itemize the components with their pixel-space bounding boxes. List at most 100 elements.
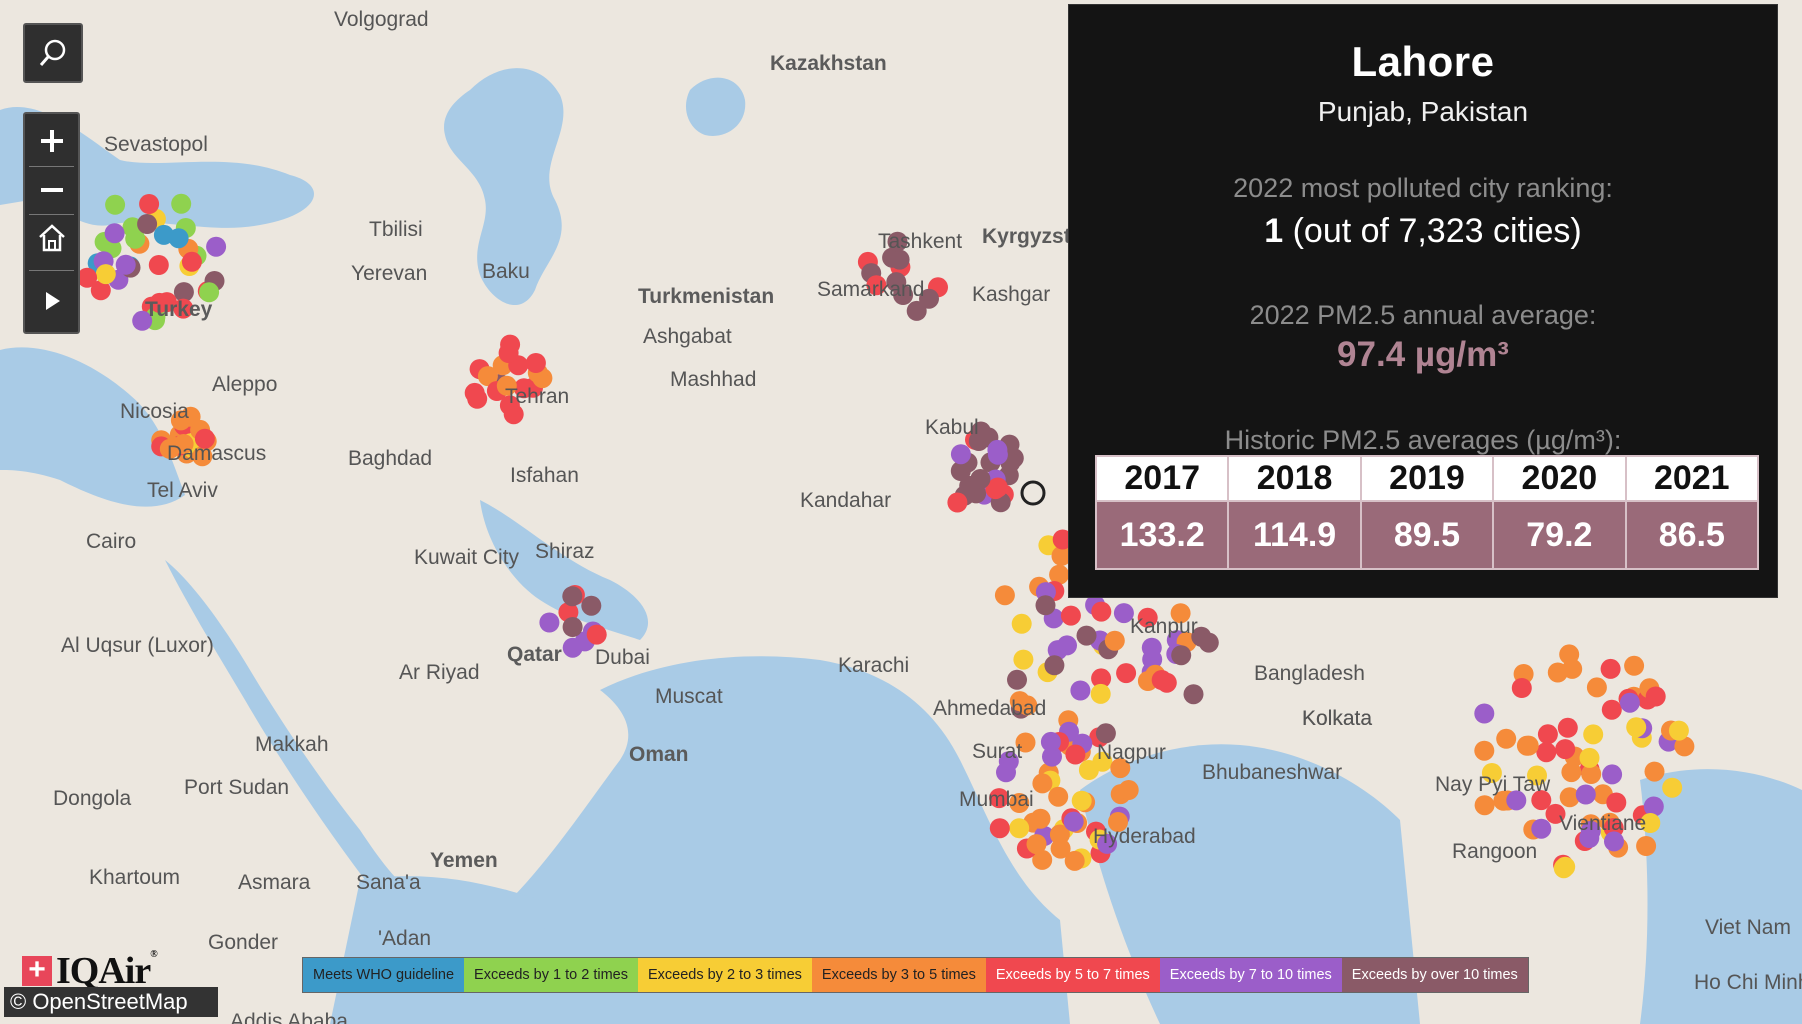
station-dot[interactable] bbox=[1113, 603, 1134, 624]
station-dot[interactable] bbox=[1527, 765, 1547, 786]
station-dot[interactable] bbox=[1545, 803, 1566, 824]
station-dot[interactable] bbox=[1575, 784, 1596, 805]
station-dot[interactable] bbox=[1537, 724, 1558, 745]
station-dot[interactable] bbox=[139, 194, 160, 214]
station-dot[interactable] bbox=[562, 617, 583, 637]
search-button[interactable] bbox=[23, 23, 83, 83]
map-attribution[interactable]: © OpenStreetMap bbox=[4, 987, 218, 1017]
station-dot[interactable] bbox=[149, 292, 170, 313]
station-dot[interactable] bbox=[206, 236, 227, 257]
station-dot[interactable] bbox=[1118, 780, 1139, 800]
station-dot[interactable] bbox=[1064, 850, 1085, 871]
station-dot[interactable] bbox=[950, 444, 971, 465]
station-dot[interactable] bbox=[1644, 761, 1665, 782]
station-dot[interactable] bbox=[1156, 672, 1177, 693]
station-dot[interactable] bbox=[1076, 625, 1097, 646]
station-dot[interactable] bbox=[1674, 736, 1695, 757]
station-dot[interactable] bbox=[1110, 758, 1131, 779]
station-dot[interactable] bbox=[1547, 662, 1568, 683]
station-dot[interactable] bbox=[1042, 746, 1062, 767]
station-dot[interactable] bbox=[173, 298, 194, 319]
station-dot[interactable] bbox=[1536, 742, 1557, 763]
station-dot[interactable] bbox=[1051, 545, 1072, 566]
station-dot[interactable] bbox=[180, 406, 201, 427]
station-dot[interactable] bbox=[1170, 603, 1191, 624]
station-dot[interactable] bbox=[1624, 655, 1645, 676]
station-dot[interactable] bbox=[1141, 637, 1162, 658]
station-dot[interactable] bbox=[562, 586, 583, 607]
station-dot[interactable] bbox=[77, 267, 98, 288]
station-dot[interactable] bbox=[1009, 793, 1030, 813]
station-dot[interactable] bbox=[1581, 764, 1602, 784]
station-dot[interactable] bbox=[1060, 605, 1081, 626]
station-dot[interactable] bbox=[1559, 787, 1580, 808]
station-dot[interactable] bbox=[1496, 728, 1517, 749]
station-dot[interactable] bbox=[906, 300, 927, 321]
station-dot[interactable] bbox=[1052, 529, 1073, 550]
station-dot[interactable] bbox=[887, 231, 908, 252]
station-dot[interactable] bbox=[866, 275, 887, 296]
station-dot[interactable] bbox=[1171, 645, 1192, 666]
station-dot[interactable] bbox=[1601, 699, 1622, 720]
station-dot[interactable] bbox=[1095, 723, 1116, 744]
station-dot[interactable] bbox=[1606, 792, 1627, 813]
station-dot[interactable] bbox=[1091, 601, 1112, 622]
station-dot[interactable] bbox=[105, 194, 126, 215]
station-dot[interactable] bbox=[586, 624, 607, 645]
station-dot[interactable] bbox=[95, 264, 116, 285]
station-dot[interactable] bbox=[1137, 607, 1158, 628]
station-dot[interactable] bbox=[1032, 849, 1053, 870]
station-dot[interactable] bbox=[1108, 812, 1128, 832]
station-dot[interactable] bbox=[1516, 735, 1537, 756]
station-dot[interactable] bbox=[996, 762, 1016, 783]
station-dot[interactable] bbox=[1048, 786, 1069, 807]
station-dot[interactable] bbox=[947, 492, 968, 513]
station-dot[interactable] bbox=[1559, 644, 1580, 665]
station-dot[interactable] bbox=[1040, 731, 1061, 752]
station-dot[interactable] bbox=[1065, 744, 1086, 765]
station-dot[interactable] bbox=[1057, 635, 1077, 656]
selected-city-marker[interactable] bbox=[1020, 480, 1046, 506]
station-dot[interactable] bbox=[467, 388, 488, 409]
station-dot[interactable] bbox=[1116, 663, 1137, 684]
station-dot[interactable] bbox=[1026, 834, 1047, 855]
station-dot[interactable] bbox=[1035, 595, 1056, 616]
station-dot[interactable] bbox=[132, 310, 153, 331]
station-dot[interactable] bbox=[171, 193, 192, 214]
station-dot[interactable] bbox=[1063, 811, 1084, 832]
station-dot[interactable] bbox=[1013, 649, 1034, 670]
station-dot[interactable] bbox=[1579, 747, 1600, 768]
station-dot[interactable] bbox=[104, 223, 125, 244]
station-dot[interactable] bbox=[1604, 831, 1624, 852]
station-dot[interactable] bbox=[1640, 813, 1661, 833]
station-dot[interactable] bbox=[159, 438, 180, 459]
station-dot[interactable] bbox=[1011, 613, 1032, 634]
station-dot[interactable] bbox=[1506, 790, 1527, 811]
station-dot[interactable] bbox=[1071, 790, 1092, 811]
station-dot[interactable] bbox=[153, 224, 174, 245]
station-dot[interactable] bbox=[115, 254, 136, 275]
station-dot[interactable] bbox=[886, 272, 907, 293]
station-dot[interactable] bbox=[90, 280, 111, 301]
station-dot[interactable] bbox=[1009, 818, 1030, 839]
station-dot[interactable] bbox=[889, 249, 910, 270]
station-dot[interactable] bbox=[1474, 740, 1495, 761]
station-dot[interactable] bbox=[1579, 828, 1600, 848]
station-dot[interactable] bbox=[1626, 717, 1647, 738]
station-dot[interactable] bbox=[1070, 680, 1091, 701]
play-button[interactable] bbox=[29, 278, 74, 323]
station-dot[interactable] bbox=[499, 395, 520, 416]
zoom-out-button[interactable] bbox=[29, 167, 74, 212]
station-dot[interactable] bbox=[1511, 678, 1532, 698]
station-dot[interactable] bbox=[994, 585, 1015, 606]
station-dot[interactable] bbox=[137, 214, 158, 234]
station-dot[interactable] bbox=[1602, 764, 1623, 785]
station-dot[interactable] bbox=[987, 444, 1008, 465]
station-dot[interactable] bbox=[1097, 833, 1118, 854]
station-dot[interactable] bbox=[496, 375, 517, 396]
station-dot[interactable] bbox=[498, 343, 519, 363]
station-dot[interactable] bbox=[148, 255, 169, 275]
home-button[interactable] bbox=[29, 215, 74, 260]
station-dot[interactable] bbox=[562, 637, 583, 658]
station-dot[interactable] bbox=[1049, 824, 1070, 845]
